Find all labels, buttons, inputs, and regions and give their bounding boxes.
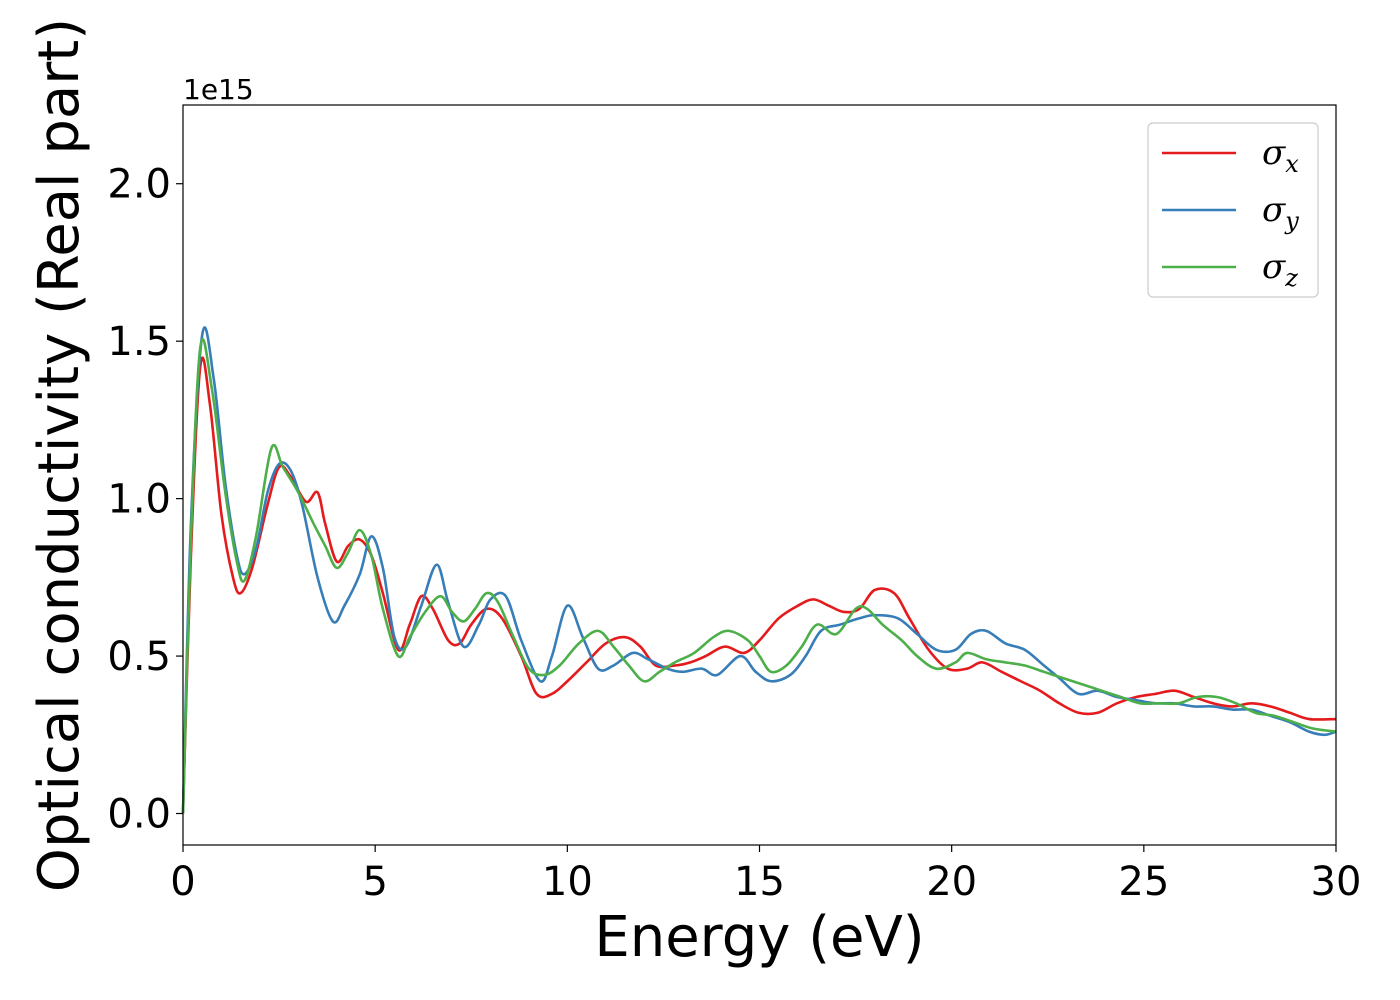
legend: σx σy σz [1147, 122, 1319, 298]
x-axis-label: Energy (eV) [594, 905, 924, 970]
y-tick-label: 0.5 [107, 634, 171, 680]
x-tick-label: 5 [362, 859, 387, 905]
y-axis-ticks: 0.0 0.5 1.0 1.5 2.0 [107, 162, 183, 838]
x-axis-ticks: 0 5 10 15 20 25 30 [170, 845, 1361, 905]
series-line-z [181, 338, 1337, 814]
x-tick-label: 25 [1118, 859, 1169, 905]
series-layer [181, 326, 1337, 814]
legend-label-x: σx [1262, 133, 1299, 178]
y-tick-label: 2.0 [107, 162, 171, 208]
x-tick-label: 0 [170, 859, 195, 905]
y-offset-text: 1e15 [183, 73, 254, 106]
y-tick-label: 1.5 [107, 319, 171, 365]
y-tick-label: 0.0 [107, 792, 171, 838]
x-tick-label: 20 [926, 859, 977, 905]
y-axis-label: Optical conductivity (Real part) [27, 18, 92, 892]
y-tick-label: 1.0 [107, 477, 171, 523]
x-tick-label: 30 [1311, 859, 1362, 905]
x-tick-label: 15 [734, 859, 785, 905]
legend-label-z: σz [1262, 247, 1298, 292]
x-tick-label: 10 [542, 859, 593, 905]
legend-label-y: σy [1262, 190, 1299, 235]
